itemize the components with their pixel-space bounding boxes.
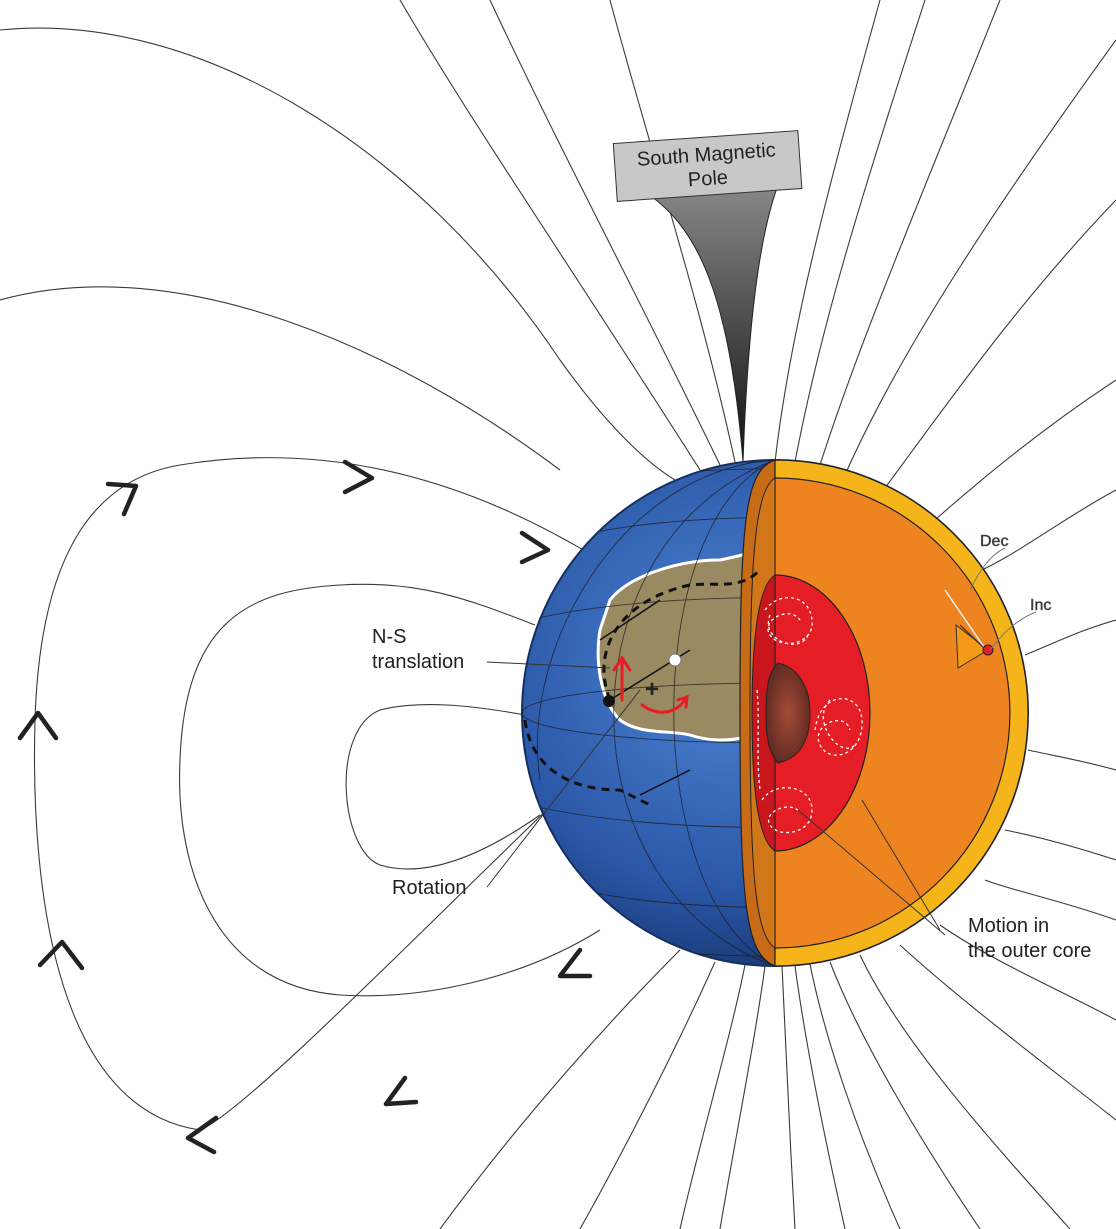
field-line-loop-middle	[179, 583, 601, 997]
field-line-r-2	[1027, 749, 1116, 771]
dec-label: Dec	[980, 533, 1008, 550]
field-line-u-5	[794, 0, 926, 463]
pole-label-line2: Pole	[687, 167, 728, 192]
field-line-d-11	[939, 924, 1116, 1021]
declination-inclination-wedge	[944, 547, 1037, 669]
field-line-u-8	[884, 199, 1116, 489]
field-line-d-4	[719, 965, 766, 1229]
field-line-u-9	[934, 379, 1116, 521]
plate-motion-arrows: +	[523, 568, 762, 807]
field-line-d-9	[859, 954, 1071, 1229]
field-line-loop-outer	[33, 457, 621, 1131]
field-line-u-7	[844, 39, 1116, 476]
mantle-layer	[774, 477, 1011, 949]
plus-symbol: +	[645, 676, 659, 703]
field-line-d-7	[809, 963, 901, 1229]
earth-globe: +	[521, 459, 1037, 967]
field-line-d-1	[439, 949, 681, 1229]
inc-wedge	[955, 623, 989, 669]
motion-label-line1: Motion in	[968, 915, 1049, 937]
annotation-leaders	[486, 661, 946, 936]
arrow-chevron-icon	[383, 1075, 419, 1107]
field-line-u-1	[399, 0, 701, 471]
arrow-chevron-icon	[37, 939, 85, 971]
red-rotation-arrow-icon	[640, 694, 689, 714]
field-line-r-3	[1004, 829, 1116, 861]
field-line-d-10	[899, 944, 1116, 1121]
arrow-chevron-icon	[185, 1115, 219, 1155]
field-line-d-8	[829, 961, 981, 1229]
ns-dashed-path-bottom	[523, 719, 651, 807]
field-line-d-3	[679, 964, 746, 1229]
field-line-u-2	[489, 0, 721, 466]
pivot-point	[603, 695, 615, 707]
outer-core-convection-swirls	[756, 597, 863, 834]
site-marker	[982, 644, 994, 656]
field-direction-arrows	[17, 459, 593, 1155]
field-line-r-4	[984, 879, 1116, 921]
inner-core	[765, 662, 811, 764]
rotation-label: Rotation	[392, 877, 467, 899]
field-line-u-3	[609, 0, 736, 463]
field-line-d-2	[579, 961, 716, 1229]
ns-translation-label-line2: translation	[372, 651, 464, 673]
arrow-chevron-icon	[105, 481, 139, 517]
ns-translation-label-line1: N-S	[372, 626, 406, 648]
field-line-r-1	[1024, 619, 1116, 656]
arrow-chevron-icon	[557, 947, 593, 979]
motion-label-line2: the outer core	[968, 940, 1091, 962]
field-line-ul-1	[0, 27, 676, 481]
pole-label-box	[612, 130, 803, 202]
inc-label: Inc	[1030, 597, 1051, 614]
field-line-loop-inner	[345, 703, 541, 870]
arrow-chevron-icon	[17, 710, 59, 741]
field-line-u-4	[774, 0, 881, 463]
ns-dashed-path-top	[602, 568, 762, 701]
red-translation-arrow-icon	[612, 655, 632, 702]
field-line-d-5	[781, 965, 796, 1229]
arrow-chevron-icon	[519, 530, 551, 565]
arrow-chevron-icon	[342, 459, 375, 495]
field-line-u-6	[819, 0, 1001, 466]
outer-core-cut-face	[751, 574, 776, 852]
south-magnetic-pole-marker: South Magnetic Pole	[612, 130, 803, 463]
field-line-d-6	[794, 965, 846, 1229]
field-line-u-10	[969, 489, 1116, 576]
field-line-ul-2	[0, 286, 561, 471]
